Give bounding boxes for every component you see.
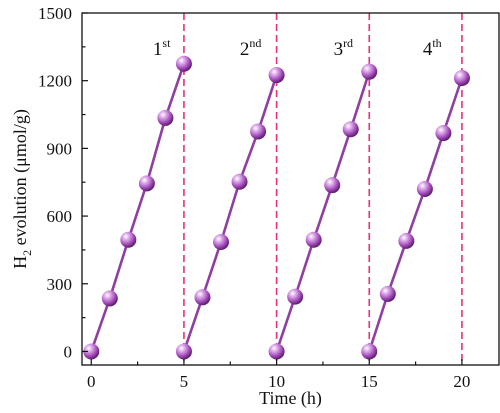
x-tick-label: 20	[453, 372, 470, 391]
series-line-2	[182, 74, 278, 352]
cycle-label-suffix: rd	[343, 36, 353, 50]
y-axis-title-sub: 2	[20, 250, 34, 256]
y-tick-label: 1500	[38, 4, 72, 23]
data-point	[435, 125, 452, 142]
y-tick-label: 1200	[38, 72, 72, 91]
data-point	[175, 343, 192, 360]
data-point	[268, 343, 285, 360]
cycle-label-number: 2	[240, 39, 250, 60]
plot-frame	[81, 12, 500, 366]
x-axis-title: Time (h)	[259, 388, 322, 409]
x-tick-label: 15	[361, 372, 378, 391]
series-line-3	[275, 71, 371, 352]
data-point	[194, 289, 211, 306]
cycle-label-number: 4	[423, 39, 433, 60]
data-point	[83, 343, 100, 360]
data-point	[361, 63, 378, 80]
cycle-label-2: 2nd	[240, 36, 261, 60]
x-tick-label: 0	[87, 372, 96, 391]
data-point	[101, 290, 118, 307]
data-point	[268, 67, 285, 84]
data-point	[398, 232, 415, 249]
data-point	[157, 109, 174, 126]
data-point	[361, 343, 378, 360]
data-point	[175, 55, 192, 72]
cycle-label-4: 4th	[423, 36, 442, 60]
series-line-1	[90, 63, 186, 352]
cycle-label-suffix: nd	[249, 36, 261, 50]
cycle-label-suffix: th	[432, 36, 441, 50]
data-point	[120, 231, 137, 248]
data-point	[416, 181, 433, 197]
data-point	[305, 231, 322, 248]
y-tick-label: 0	[64, 342, 73, 361]
cycle-label-number: 1	[153, 39, 163, 60]
cycle-label-1: 1st	[153, 36, 171, 60]
data-point	[287, 288, 304, 305]
data-point	[379, 285, 396, 302]
series-line-4	[368, 77, 464, 352]
y-axis-title-main: H	[10, 256, 30, 269]
cycle-label-number: 3	[334, 39, 344, 60]
data-point	[231, 173, 248, 190]
cycle-label-suffix: st	[162, 36, 171, 50]
data-point	[324, 177, 341, 194]
data-point	[453, 69, 470, 86]
cycle-label-3: 3rd	[334, 36, 354, 60]
data-point	[138, 175, 155, 192]
data-point	[213, 234, 229, 251]
y-tick-label: 900	[47, 139, 73, 158]
x-tick-label: 5	[180, 372, 189, 391]
data-point	[342, 121, 359, 138]
y-axis-title: H2 evolution (μmol/g)	[10, 109, 34, 269]
y-tick-label: 300	[47, 275, 73, 294]
data-point	[250, 123, 267, 140]
y-axis-title-rest: evolution (μmol/g)	[10, 109, 31, 250]
y-tick-label: 600	[47, 207, 73, 226]
x-tick-label: 10	[268, 372, 285, 391]
